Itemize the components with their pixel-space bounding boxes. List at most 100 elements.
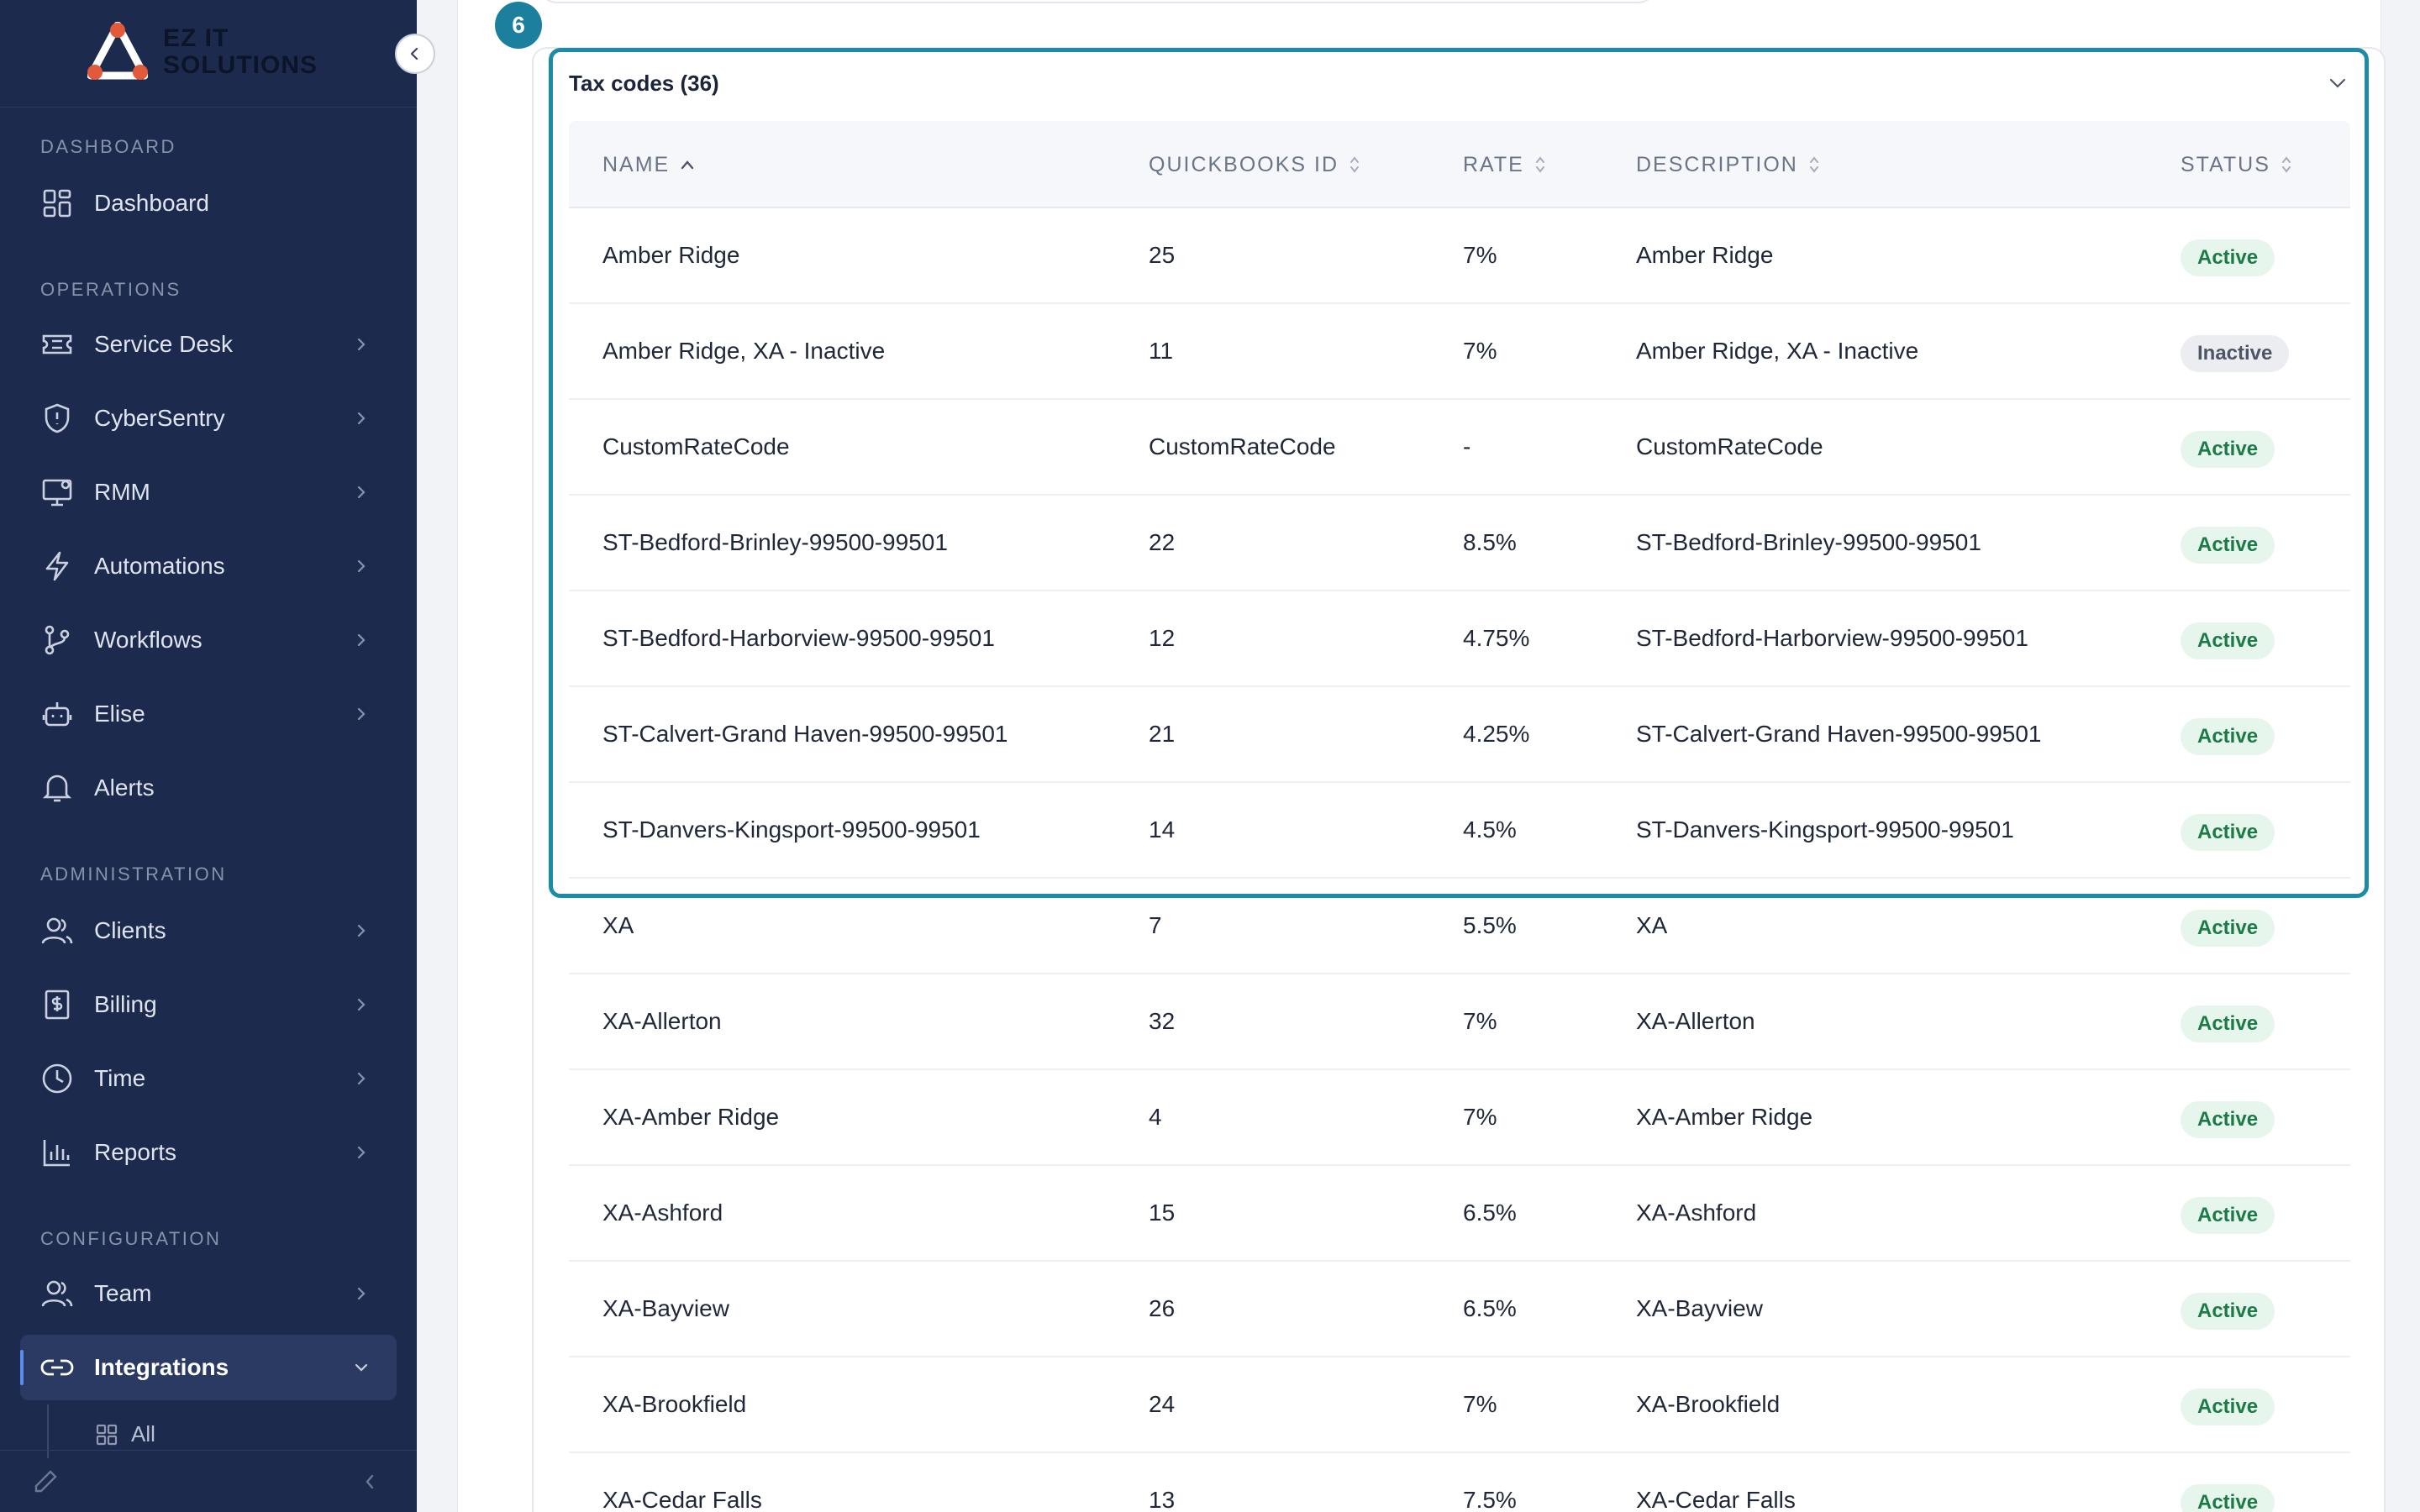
column-header-rate[interactable]: RATE <box>1463 121 1546 208</box>
cell-description: ST-Calvert-Grand Haven-99500-99501 <box>1636 721 2042 747</box>
cell-quickbooks-id: 13 <box>1149 1487 1176 1512</box>
sidebar-item-label: Billing <box>94 991 157 1017</box>
sidebar-item-label: Team <box>94 1280 152 1306</box>
cell-name: CustomRateCode <box>602 433 790 459</box>
cell-quickbooks-id: 7 <box>1149 912 1162 938</box>
cell-quickbooks-id: 22 <box>1149 529 1176 555</box>
sidebar-item-elise[interactable]: Elise <box>20 681 397 747</box>
cell-name: Amber Ridge <box>602 242 740 268</box>
column-header-status[interactable]: STATUS <box>2181 121 2292 208</box>
cell-quickbooks-id: CustomRateCode <box>1149 433 1336 459</box>
sort-icon <box>1535 156 1544 173</box>
chevron-right-icon <box>350 996 373 1013</box>
table-header: NAME QUICKBOOKS ID RATE DESCRIPTION STAT… <box>569 121 2350 208</box>
status-badge: Active <box>2181 814 2275 851</box>
section-title-configuration: CONFIGURATION <box>40 1228 222 1249</box>
cell-description: ST-Bedford-Harborview-99500-99501 <box>1636 625 2028 651</box>
sidebar-item-cybersentry[interactable]: CyberSentry <box>20 386 397 451</box>
sidebar-item-billing[interactable]: Billing <box>20 972 397 1037</box>
cell-rate: 7% <box>1463 338 1497 364</box>
table-row[interactable]: ST-Danvers-Kingsport-99500-99501 14 4.5%… <box>569 783 2350 879</box>
collapse-card-button[interactable] <box>2325 71 2350 96</box>
cell-description: XA-Brookfield <box>1636 1391 1781 1417</box>
cell-status: Active <box>2181 591 2275 685</box>
table-row[interactable]: ST-Calvert-Grand Haven-99500-99501 21 4.… <box>569 687 2350 783</box>
cell-quickbooks-id: 24 <box>1149 1391 1176 1417</box>
table-row[interactable]: XA-Amber Ridge 4 7% XA-Amber Ridge Activ… <box>569 1070 2350 1166</box>
cell-status: Active <box>2181 496 2275 590</box>
logo-text: EZ IT SOLUTIONS <box>163 25 318 79</box>
table-row[interactable]: CustomRateCode CustomRateCode - CustomRa… <box>569 400 2350 496</box>
cell-name: XA-Amber Ridge <box>602 1104 780 1130</box>
sidebar-item-service-desk[interactable]: Service Desk <box>20 312 397 377</box>
sidebar-footer <box>0 1450 417 1512</box>
status-badge: Active <box>2181 718 2275 755</box>
table-row[interactable]: Amber Ridge, XA - Inactive 11 7% Amber R… <box>569 304 2350 400</box>
shield-icon <box>40 402 74 435</box>
cell-quickbooks-id: 12 <box>1149 625 1176 651</box>
edit-icon[interactable] <box>32 1468 59 1495</box>
sidebar-item-automations[interactable]: Automations <box>20 533 397 599</box>
table-row[interactable]: ST-Bedford-Harborview-99500-99501 12 4.7… <box>569 591 2350 687</box>
table-row[interactable]: ST-Bedford-Brinley-99500-99501 22 8.5% S… <box>569 496 2350 591</box>
grid-icon <box>96 1424 118 1446</box>
cell-name: Amber Ridge, XA - Inactive <box>602 338 886 364</box>
table-row[interactable]: XA-Ashford 15 6.5% XA-Ashford Active <box>569 1166 2350 1262</box>
cell-name: ST-Bedford-Harborview-99500-99501 <box>602 625 995 651</box>
sidebar-item-workflows[interactable]: Workflows <box>20 607 397 673</box>
sidebar-subitem-all[interactable]: All <box>96 1421 155 1447</box>
sidebar-item-clients[interactable]: Clients <box>20 898 397 963</box>
sidebar-item-time[interactable]: Time <box>20 1046 397 1111</box>
sidebar-collapse-button[interactable] <box>395 34 435 74</box>
sidebar-item-label: Workflows <box>94 627 203 653</box>
status-badge: Active <box>2181 1293 2275 1330</box>
column-header-label: RATE <box>1463 152 1524 176</box>
table-row[interactable]: XA-Cedar Falls 13 7.5% XA-Cedar Falls Ac… <box>569 1453 2350 1512</box>
sidebar-item-dashboard[interactable]: Dashboard <box>20 171 397 236</box>
cell-status: Inactive <box>2181 304 2290 398</box>
table-row[interactable]: Amber Ridge 25 7% Amber Ridge Active <box>569 208 2350 304</box>
status-badge: Active <box>2181 239 2275 276</box>
sidebar-item-label: Clients <box>94 917 166 943</box>
bell-icon <box>40 771 74 805</box>
chevron-right-icon <box>350 336 373 353</box>
sidebar-item-label: Time <box>94 1065 146 1091</box>
ticket-icon <box>40 328 74 361</box>
sidebar-subitem-label: All <box>131 1421 155 1446</box>
cell-status: Active <box>2181 1070 2275 1164</box>
cell-rate: 7.5% <box>1463 1487 1517 1512</box>
cell-description: CustomRateCode <box>1636 433 1823 459</box>
bar-chart-icon <box>40 1136 74 1169</box>
collapse-sidebar-icon[interactable] <box>363 1473 376 1491</box>
column-header-quickbooks-id[interactable]: QUICKBOOKS ID <box>1149 121 1360 208</box>
table-row[interactable]: XA-Brookfield 24 7% XA-Brookfield Active <box>569 1357 2350 1453</box>
logo-line-2: SOLUTIONS <box>163 51 318 79</box>
chevron-down-icon <box>2329 78 2346 88</box>
sidebar-item-rmm[interactable]: RMM <box>20 459 397 525</box>
cell-quickbooks-id: 21 <box>1149 721 1176 747</box>
cell-rate: 6.5% <box>1463 1200 1517 1226</box>
cell-description: Amber Ridge, XA - Inactive <box>1636 338 1919 364</box>
table-row[interactable]: XA 7 5.5% XA Active <box>569 879 2350 974</box>
sidebar-item-alerts[interactable]: Alerts <box>20 755 397 821</box>
table-row[interactable]: XA-Allerton 32 7% XA-Allerton Active <box>569 974 2350 1070</box>
sidebar-item-integrations[interactable]: Integrations <box>20 1335 397 1400</box>
status-badge: Active <box>2181 1101 2275 1138</box>
cell-quickbooks-id: 15 <box>1149 1200 1176 1226</box>
column-header-name[interactable]: NAME <box>602 121 695 208</box>
column-header-description[interactable]: DESCRIPTION <box>1636 121 1820 208</box>
cell-quickbooks-id: 11 <box>1149 338 1174 364</box>
cell-rate: 4.75% <box>1463 625 1530 651</box>
sidebar-item-label: CyberSentry <box>94 405 225 431</box>
tax-codes-table: NAME QUICKBOOKS ID RATE DESCRIPTION STAT… <box>569 121 2350 1512</box>
table-row[interactable]: XA-Bayview 26 6.5% XA-Bayview Active <box>569 1262 2350 1357</box>
cell-description: XA-Bayview <box>1636 1295 1763 1321</box>
sidebar-item-team[interactable]: Team <box>20 1261 397 1326</box>
sidebar-item-label: Dashboard <box>94 190 209 216</box>
users-icon <box>40 914 74 948</box>
sidebar-item-reports[interactable]: Reports <box>20 1120 397 1185</box>
column-header-label: QUICKBOOKS ID <box>1149 152 1339 176</box>
cell-rate: 7% <box>1463 1008 1497 1034</box>
team-icon <box>40 1277 74 1310</box>
cell-name: XA-Cedar Falls <box>602 1487 762 1512</box>
